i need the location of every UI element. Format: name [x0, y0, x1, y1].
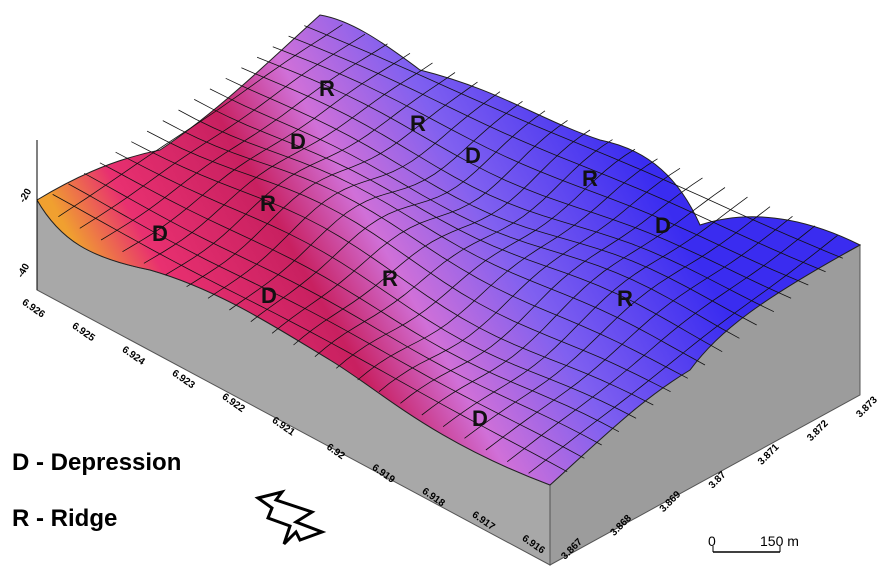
surface-label: D	[261, 283, 277, 308]
surface-label: D	[290, 129, 306, 154]
scale-start: 0	[708, 533, 716, 549]
y-tick-label: 3.873	[854, 394, 877, 420]
surface-label: D	[465, 143, 481, 168]
scale-end: 150 m	[760, 533, 799, 549]
x-tick-label: 6.924	[120, 344, 147, 368]
surface-label: R	[617, 286, 633, 311]
legend-ridge: R - Ridge	[12, 505, 117, 532]
figure: R D R D R D R D D R R D 0 150 m D - Depression R - …	[0, 0, 877, 568]
legend-depression: D - Depression	[12, 449, 181, 476]
north-arrow	[258, 492, 322, 544]
surface-label: D	[472, 406, 488, 431]
surface-label: R	[260, 191, 276, 216]
x-tick-label: 6.926	[20, 297, 47, 321]
depth-tick-label: -20	[17, 186, 34, 204]
surface-label: D	[655, 213, 671, 238]
surface-label: R	[582, 166, 598, 191]
x-tick-label: 6.925	[70, 321, 97, 345]
surface-label: R	[319, 76, 335, 101]
surface-label: D	[152, 221, 168, 246]
surface-label: R	[410, 111, 426, 136]
depth-tick-label: -40	[15, 261, 32, 279]
surface-label: R	[382, 266, 398, 291]
